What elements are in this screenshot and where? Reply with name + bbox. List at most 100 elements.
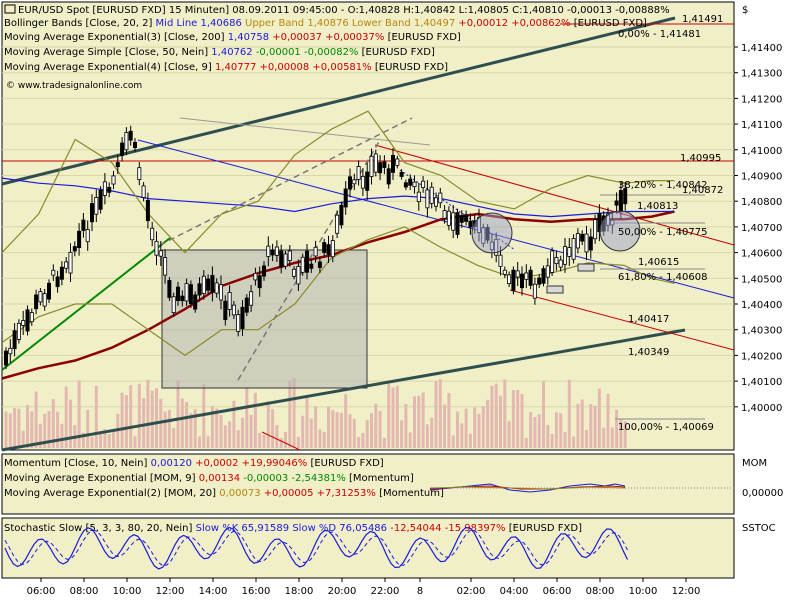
candle-body xyxy=(16,322,21,340)
legend-prefix: Bollinger Bands [Close, 20, 2] xyxy=(4,18,156,29)
candle-body xyxy=(455,212,460,235)
candlesticks xyxy=(4,125,628,369)
volume-bar xyxy=(451,435,455,448)
legend-prefix: Moving Average Exponential(2) [MOM, 20] xyxy=(4,488,219,499)
candle-body xyxy=(382,161,387,168)
price-badge: 1,40349 xyxy=(628,347,669,358)
volume-bar xyxy=(292,378,296,448)
legend-part: 1,40758 xyxy=(228,32,273,43)
currency-label: $ xyxy=(742,5,748,16)
momentum-panel-bg xyxy=(1,453,735,515)
candle-body xyxy=(206,278,211,291)
candle-body xyxy=(563,246,568,265)
candle-body xyxy=(154,240,159,256)
candle-body xyxy=(347,176,352,190)
volume-bar xyxy=(382,437,386,448)
volume-bar xyxy=(563,432,567,448)
volume-bar xyxy=(550,433,554,448)
candle-body xyxy=(403,182,408,188)
price-axis: 1,41400 1,41300 1,41200 1,41100 1,41000 1,409… xyxy=(734,43,782,414)
volume-bar xyxy=(206,436,210,448)
highlight-circle-2 xyxy=(599,210,641,252)
candle-body xyxy=(214,282,219,294)
volume-bar xyxy=(554,412,558,448)
price-badge: 1,40615 xyxy=(638,257,679,268)
candle-body xyxy=(618,190,623,212)
candle-body xyxy=(438,192,443,204)
volume-bar xyxy=(447,392,451,448)
legend-prefix: Stochastic Slow [5, 3, 3, 80, 20, Nein] xyxy=(4,523,196,534)
candle-body xyxy=(373,153,378,173)
candle-body xyxy=(322,242,327,253)
price-tick-label: 1,40100 xyxy=(741,377,782,388)
volume-bar xyxy=(597,388,601,448)
volume-bar xyxy=(77,380,81,448)
volume-bar xyxy=(499,395,502,448)
candle-body xyxy=(231,304,236,316)
volume-bar xyxy=(533,416,537,448)
volume-bar xyxy=(619,418,623,448)
price-badge: 1,41491 xyxy=(682,14,723,25)
volume-bar xyxy=(13,408,17,448)
price-tick-label: 1,40900 xyxy=(741,172,782,183)
small-marker-1 xyxy=(546,285,564,294)
volume-bar xyxy=(172,427,176,448)
chart-icon xyxy=(4,4,16,14)
legend-prefix: Momentum [Close, 10, Nein] xyxy=(4,458,151,469)
candle-body xyxy=(94,197,99,215)
candle-body xyxy=(433,197,438,207)
legend-part: [EURUSD FXD] xyxy=(375,62,448,73)
candle-body xyxy=(218,284,223,301)
volume-bar xyxy=(305,397,309,448)
candle-body xyxy=(412,181,417,188)
series-line xyxy=(1,177,675,218)
volume-bar xyxy=(219,415,223,448)
volume-bar xyxy=(86,409,90,448)
legend-ema9: Moving Average Exponential(4) [Close, 9]… xyxy=(4,62,448,73)
volume-bar xyxy=(464,408,468,448)
volume-bar xyxy=(26,404,29,448)
volume-bar xyxy=(51,399,55,448)
candle-body xyxy=(34,294,39,310)
legend-prefix: Moving Average Exponential(4) [Close, 9] xyxy=(4,62,215,73)
candle-body xyxy=(81,219,86,231)
candle-body xyxy=(352,179,357,185)
legend-part: +0,00008 +0,00581% xyxy=(260,62,375,73)
red-channel-upper xyxy=(374,144,735,246)
volume-bar xyxy=(494,383,498,448)
volume-bar xyxy=(413,396,416,448)
volume-bar xyxy=(210,405,214,448)
volume-bar xyxy=(460,423,464,448)
time-tick-label: 06:00 xyxy=(27,586,56,597)
volume-bar xyxy=(4,411,8,448)
legend-part: +0,00005 +7,31253% xyxy=(264,488,379,499)
volume-bar xyxy=(301,415,305,448)
volume-bar xyxy=(176,380,180,448)
volume-bar xyxy=(262,434,266,448)
volume-bar xyxy=(167,409,171,448)
candle-body xyxy=(468,220,473,228)
volume-bar xyxy=(352,418,356,448)
candle-body xyxy=(416,191,421,203)
volume-bar xyxy=(56,411,60,448)
volume-bar xyxy=(438,378,442,448)
candle-body xyxy=(107,186,112,193)
candle-body xyxy=(451,212,456,231)
volume-bar xyxy=(124,394,128,448)
legend-part: +0,00037 +0,00037% xyxy=(272,32,387,43)
volume-bar xyxy=(223,425,227,448)
legend-part: Mid Line 1,40686 xyxy=(156,18,245,29)
volume-bar xyxy=(339,412,343,448)
volume-bar xyxy=(185,402,189,448)
legend-part: Upper Band 1,40876 xyxy=(245,18,352,29)
highlight-circle-1 xyxy=(471,212,513,254)
candle-body xyxy=(257,275,262,289)
candle-body xyxy=(249,291,254,306)
candle-body xyxy=(292,268,297,277)
fibonacci-labels: 38,20% - 1,40842 50,00% - 1,40775 61,80% -… xyxy=(618,29,714,433)
candle-body xyxy=(184,283,189,302)
candle-body xyxy=(163,257,168,276)
candle-body xyxy=(55,276,60,288)
legend-prefix: Moving Average Exponential [MOM, 9] xyxy=(4,473,199,484)
candle-body xyxy=(528,269,533,286)
